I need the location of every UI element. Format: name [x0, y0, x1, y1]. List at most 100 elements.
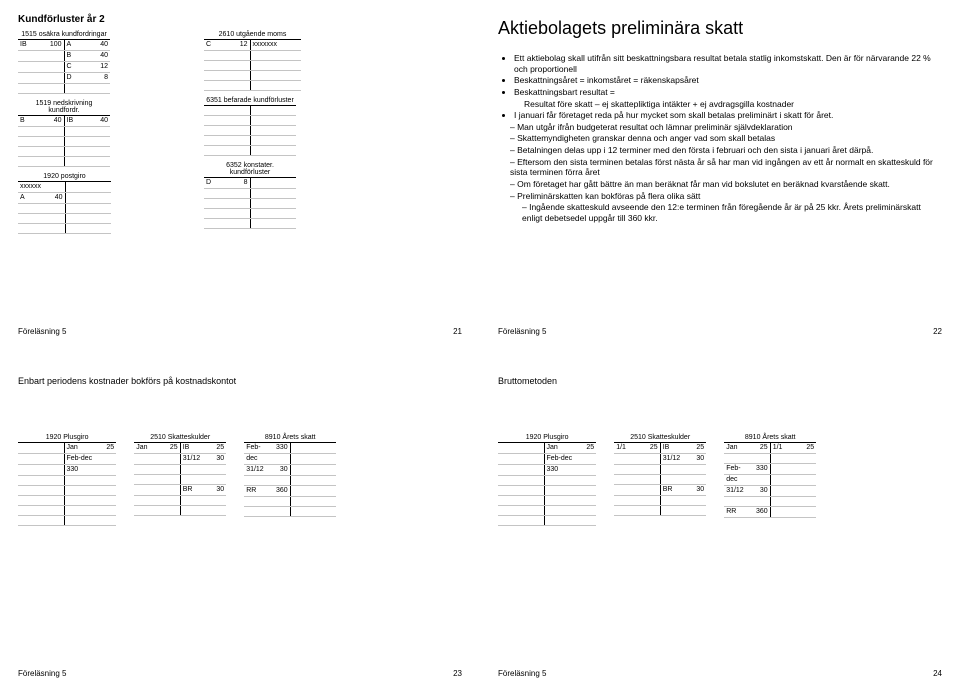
tacc-cell: 30 [748, 486, 770, 497]
tacc-cell: dec [244, 454, 268, 465]
tacc-cell [88, 84, 110, 94]
tacc-cell: 40 [88, 116, 110, 127]
tacc-cell [43, 182, 65, 193]
tacc-cell [794, 454, 816, 464]
tacc-cell [64, 506, 94, 516]
dash-item: Betalningen delas upp i 12 terminer med … [510, 145, 942, 156]
tacc-cell: 12 [88, 62, 110, 73]
bullet-item: Ett aktiebolag skall utifrån sitt beskat… [514, 53, 942, 74]
tacc-cell [250, 51, 279, 61]
tacc-cell: 330 [64, 465, 94, 476]
slide-24-title: Bruttometoden [498, 376, 942, 386]
tacc-cell [290, 486, 314, 497]
tacc-cell [43, 224, 65, 234]
tacc-cell [274, 189, 296, 199]
tacc-1920: 1920 postgiroxxxxxxA40 [18, 173, 178, 234]
tacc-cell: 12 [228, 40, 250, 51]
tacc-cell [204, 116, 228, 126]
tacc-s3-2510: 2510 SkatteskulderJan25IB2531/1230BR30 [134, 434, 226, 532]
tacc-cell [614, 485, 638, 496]
tacc-cell [724, 454, 748, 464]
tacc-cell [274, 136, 296, 146]
tacc-cell: 1/1 [614, 443, 638, 454]
dash-item: Om företaget har gått bättre än man berä… [510, 179, 942, 190]
tacc-cell [684, 506, 706, 516]
tacc-cell [94, 476, 116, 486]
tacc-cell [65, 214, 89, 224]
tacc-cell [274, 178, 296, 189]
tacc-cell [18, 127, 42, 137]
tacc-cell [204, 106, 228, 116]
tacc-cell [88, 137, 110, 147]
tacc-cell [638, 454, 660, 465]
tacc-cell: D [204, 178, 228, 189]
tacc-cell: C [64, 62, 88, 73]
tacc-cell [204, 465, 226, 475]
tacc-cell [204, 209, 228, 219]
tacc-cell [314, 497, 336, 507]
tacc-cell [18, 204, 43, 214]
tacc-cell [268, 507, 290, 517]
tacc-cell [498, 486, 522, 496]
tacc-cell [18, 62, 42, 73]
tacc-cell [250, 178, 274, 189]
tacc-cell [42, 465, 64, 476]
tacc-cell [290, 465, 314, 476]
tacc-cell [228, 199, 250, 209]
tacc-cell [64, 84, 88, 94]
tacc-cell [64, 147, 88, 157]
tacc-cell [228, 126, 250, 136]
tacc-cell [228, 209, 250, 219]
tacc-cell [158, 475, 180, 485]
tacc-cell: 25 [684, 443, 706, 454]
dash-item: Preliminärskatten kan bokföras på flera … [510, 191, 942, 202]
tacc-cell [134, 475, 158, 485]
tacc-cell [250, 209, 274, 219]
tacc-cell: IB [180, 443, 204, 454]
slide-21: Kundförluster år 2 1515 osäkra kundfordr… [0, 0, 480, 342]
tacc-cell: 31/12 [660, 454, 684, 465]
tacc-cell: 30 [684, 485, 706, 496]
tacc-cell [134, 496, 158, 506]
tacc-cell [614, 475, 638, 485]
tacc-title: 2610 utgående moms [204, 31, 301, 40]
tacc-cell [134, 506, 158, 516]
tacc-cell [43, 204, 65, 214]
tacc-cell [180, 475, 204, 485]
tacc-cell [18, 506, 42, 516]
tacc-cell [250, 136, 274, 146]
tacc-cell: IB [64, 116, 88, 127]
tacc-cell [94, 465, 116, 476]
tacc-title: 1920 postgiro [18, 173, 111, 182]
tacc-cell [18, 214, 43, 224]
tacc-cell: 25 [574, 443, 596, 454]
tacc-cell: 40 [42, 116, 64, 127]
tacc-cell: B [18, 116, 42, 127]
tacc-cell [574, 486, 596, 496]
tacc-cell [180, 506, 204, 516]
tacc-cell: 31/12 [724, 486, 748, 497]
tacc-title: 1519 nedskrivning kundfordr. [18, 100, 110, 116]
tacc-cell [204, 126, 228, 136]
tacc-cell [794, 497, 816, 507]
tacc-cell [498, 516, 522, 526]
tacc-cell: A [18, 193, 43, 204]
tacc-cell [274, 116, 296, 126]
tacc-cell [42, 486, 64, 496]
tacc-cell [274, 219, 296, 229]
tacc-cell [290, 443, 314, 454]
bullet-item: Resultat före skatt – ej skattepliktiga … [524, 99, 942, 110]
slide-22-dashes: Man utgår ifrån budgeterat resultat och … [498, 122, 942, 201]
tacc-cell [684, 496, 706, 506]
tacc-cell: BR [180, 485, 204, 496]
tacc-cell [64, 516, 94, 526]
tacc-cell [88, 157, 110, 167]
tacc-cell [574, 454, 596, 465]
tacc-cell [574, 465, 596, 476]
tacc-cell [228, 106, 250, 116]
footer-page: 23 [453, 669, 462, 678]
tacc-cell: IB [660, 443, 684, 454]
tacc-cell [498, 454, 522, 465]
tacc-cell [204, 81, 228, 91]
tacc-cell [18, 465, 42, 476]
